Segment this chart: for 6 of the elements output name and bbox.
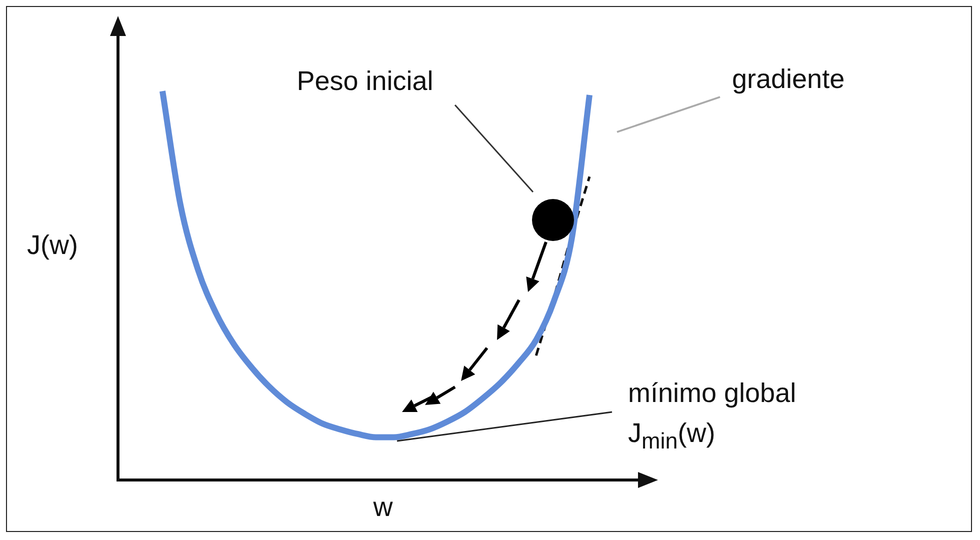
text: J$_{min}$(w) bbox=[628, 418, 716, 454]
text: gradiente bbox=[732, 64, 845, 94]
annotation: Peso inicial bbox=[296, 66, 434, 96]
text: mínimo global bbox=[628, 378, 796, 408]
x-axis-title: w bbox=[373, 492, 393, 522]
y-axis-title: J(w) bbox=[27, 230, 78, 260]
